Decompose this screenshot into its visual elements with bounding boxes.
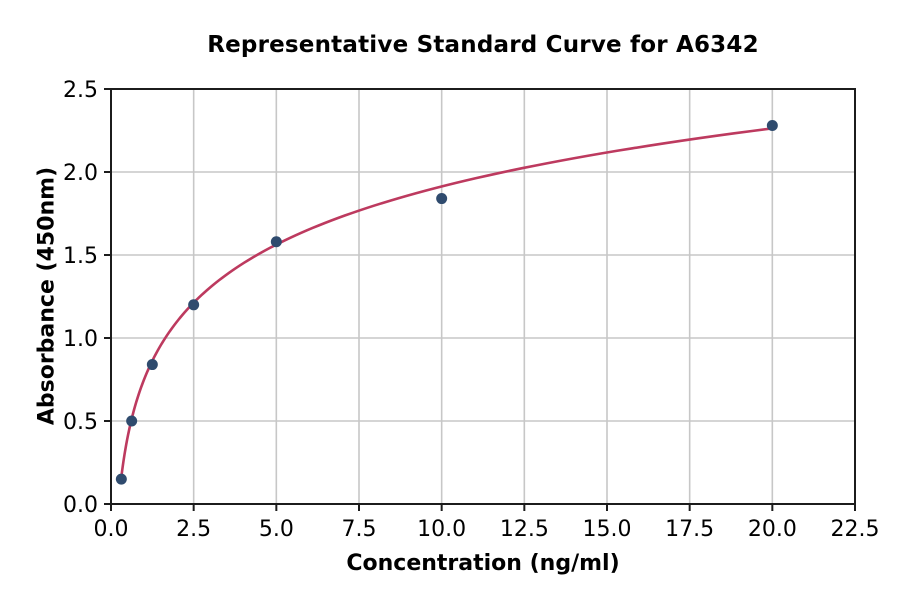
plot-frame bbox=[110, 88, 856, 505]
x-tick-label: 12.5 bbox=[500, 517, 549, 542]
x-tick-label: 5.0 bbox=[259, 517, 294, 542]
fit-curve-line bbox=[120, 127, 774, 479]
chart-title: Representative Standard Curve for A6342 bbox=[207, 32, 759, 58]
data-point bbox=[146, 359, 158, 371]
x-tick-label: 7.5 bbox=[342, 517, 377, 542]
y-tick-label: 0.5 bbox=[63, 410, 98, 435]
x-tick-label: 22.5 bbox=[831, 517, 880, 542]
data-point bbox=[188, 299, 200, 311]
x-tick-label: 0.0 bbox=[94, 517, 129, 542]
x-axis-label: Concentration (ng/ml) bbox=[346, 551, 620, 576]
x-tick-label: 20.0 bbox=[748, 517, 797, 542]
y-tick-label: 1.5 bbox=[63, 244, 98, 269]
x-tick-label: 2.5 bbox=[176, 517, 211, 542]
x-tick-label: 10.0 bbox=[417, 517, 466, 542]
x-tick-label: 15.0 bbox=[583, 517, 632, 542]
y-tick-label: 0.0 bbox=[63, 493, 98, 518]
y-tick-label: 1.0 bbox=[63, 327, 98, 352]
data-point bbox=[436, 193, 448, 205]
y-tick-label: 2.5 bbox=[63, 78, 98, 103]
data-point bbox=[126, 415, 138, 427]
data-point bbox=[270, 236, 282, 248]
data-point bbox=[115, 473, 127, 485]
data-point bbox=[766, 120, 778, 132]
x-tick-label: 17.5 bbox=[665, 517, 714, 542]
y-tick-label: 2.0 bbox=[63, 161, 98, 186]
